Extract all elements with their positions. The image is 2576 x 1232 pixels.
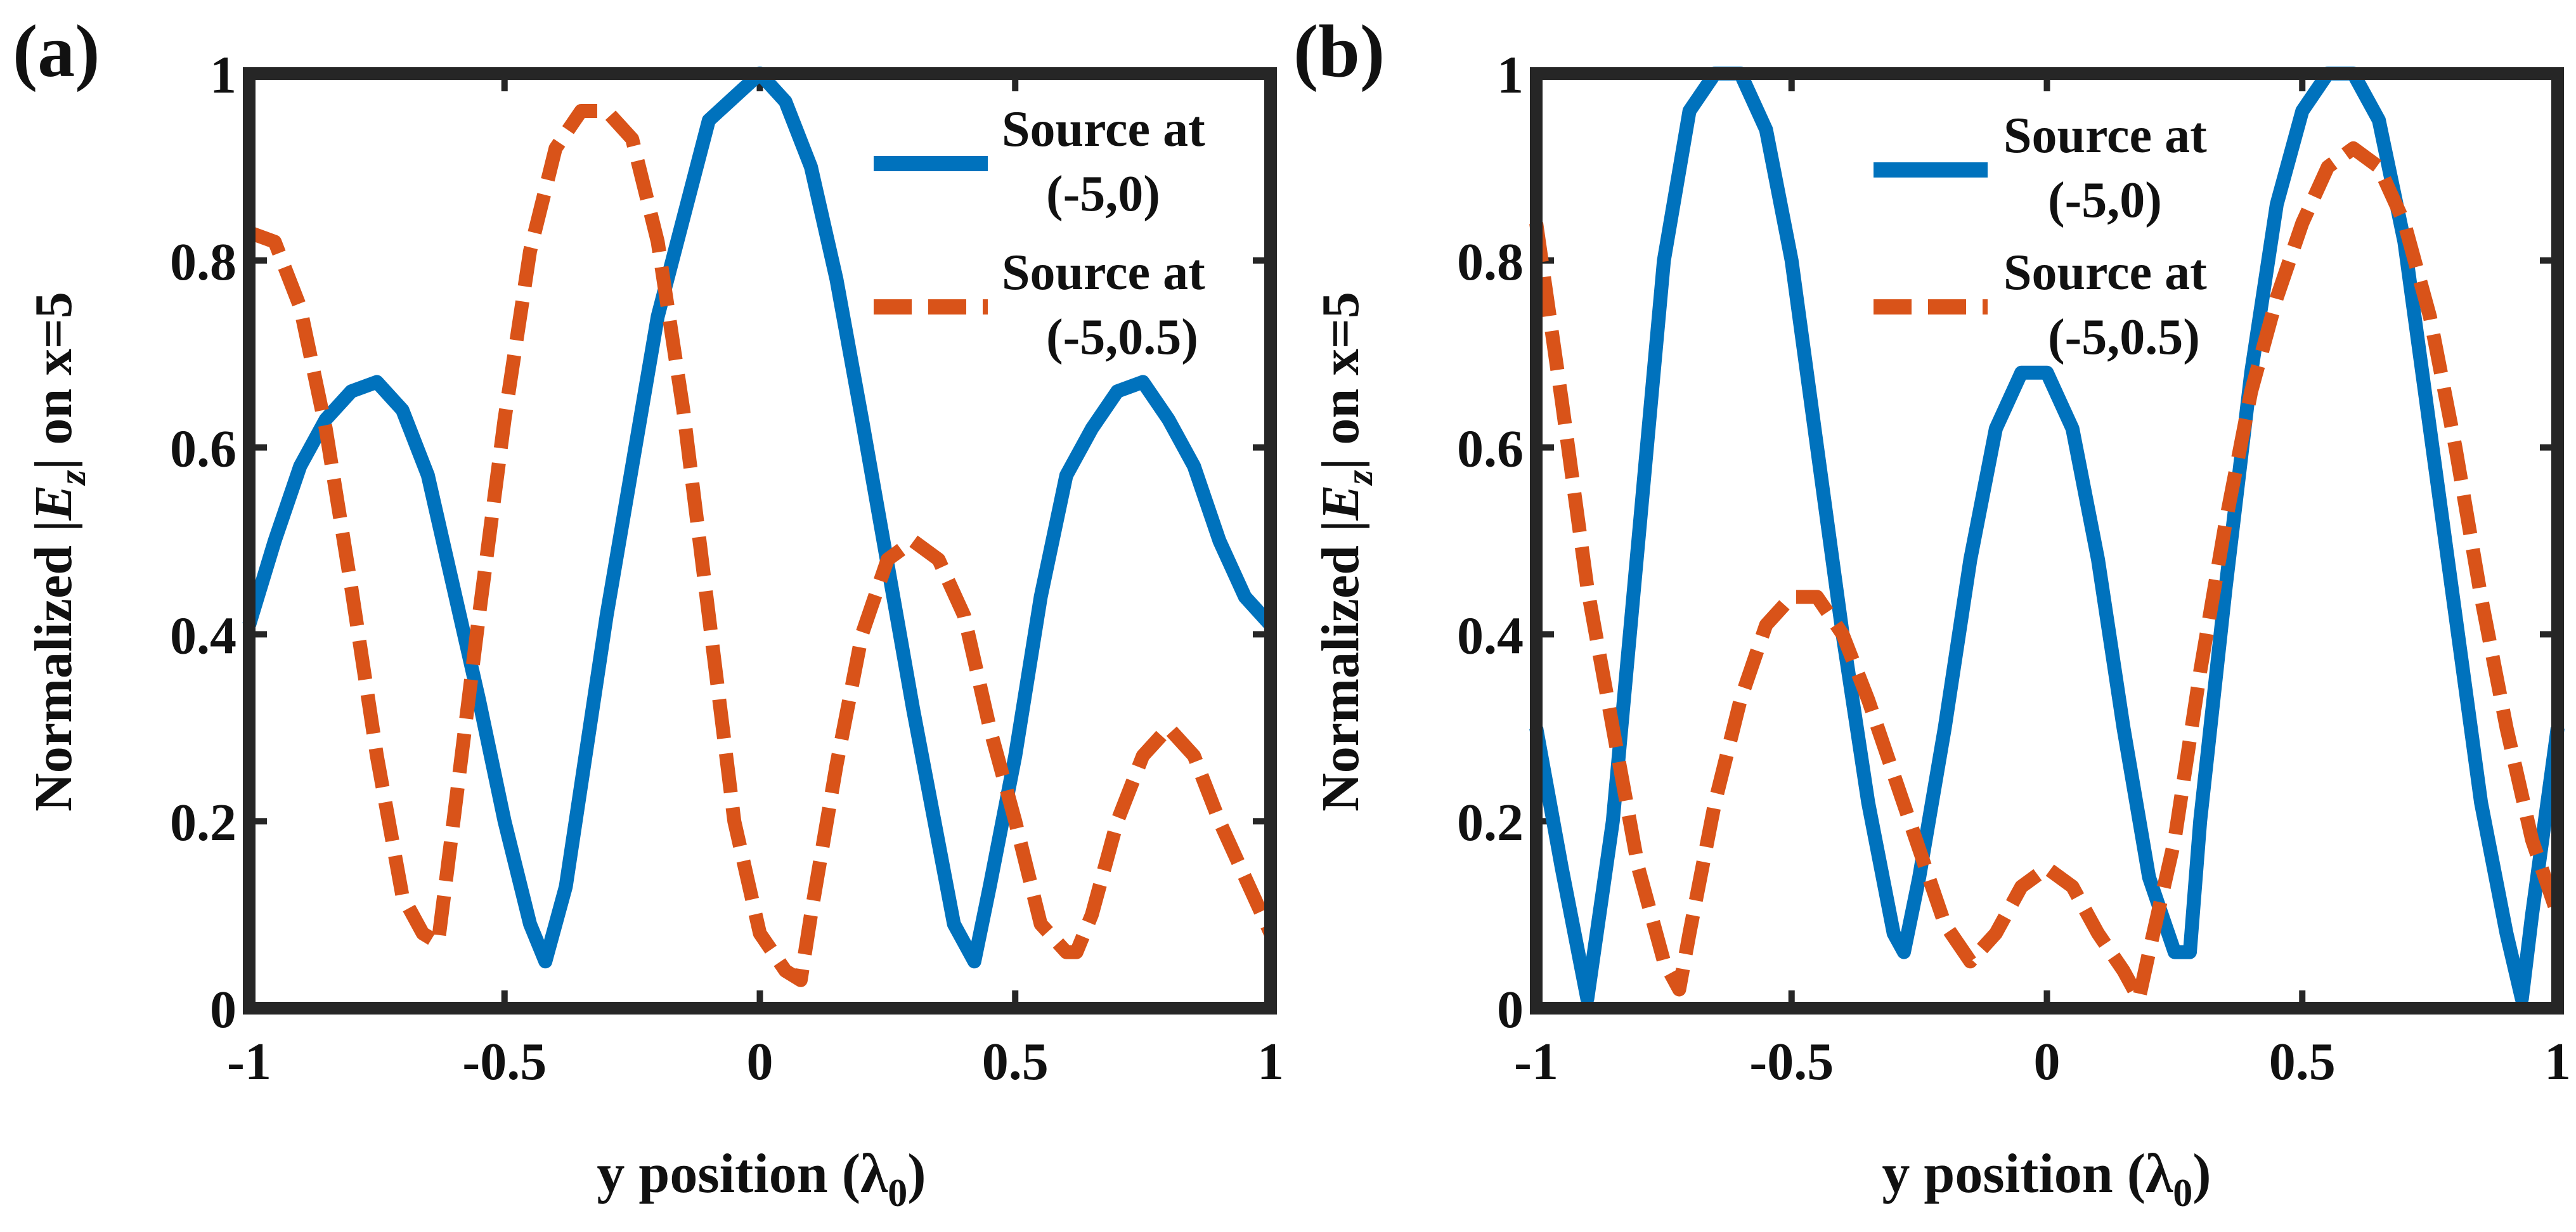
y-tick-label: 1 bbox=[1497, 46, 1524, 105]
x-tick-label: 0.5 bbox=[982, 1032, 1049, 1091]
y-tick-label: 0.6 bbox=[1457, 420, 1524, 479]
x-tick-label: 1 bbox=[1257, 1032, 1284, 1091]
legend-label-source-a-line1: Source at bbox=[1002, 101, 1205, 157]
panel-label: (a) bbox=[13, 10, 100, 93]
x-axis-label-close: ) bbox=[907, 1143, 926, 1205]
y-tick-labels: 0 0.2 0.4 0.6 0.8 1 bbox=[1457, 46, 1524, 1039]
y-tick-label: 0.2 bbox=[1457, 793, 1524, 852]
y-tick-labels: 0 0.2 0.4 0.6 0.8 1 bbox=[170, 46, 236, 1039]
x-axis-label-main: y position (λ bbox=[1882, 1143, 2173, 1205]
series-layer bbox=[242, 67, 1278, 987]
plot-frame bbox=[1530, 67, 2564, 1015]
series-line-source-b bbox=[1529, 141, 2565, 1006]
legend-label-source-a-line2: (-5,0) bbox=[1046, 166, 1160, 222]
plot-background bbox=[249, 74, 1271, 1008]
legend: Source at (-5,0) Source at (-5,0.5) bbox=[1874, 108, 2207, 365]
y-axis-label-post: | on x=5 bbox=[1311, 292, 1370, 470]
x-tick-label: -0.5 bbox=[1749, 1032, 1834, 1091]
x-axis-label: y position (λ0) bbox=[597, 1143, 926, 1215]
plot-area: Source at (-5,0) Source at (-5,0.5) bbox=[1529, 67, 2565, 1015]
plot-area: Source at (-5,0) Source at (-5,0.5) bbox=[242, 67, 1278, 1015]
y-axis-label-sub: z bbox=[1338, 470, 1380, 486]
y-tick-label: 0 bbox=[210, 980, 236, 1039]
legend-label-source-b-line1: Source at bbox=[2003, 245, 2207, 301]
y-tick-label: 0.8 bbox=[170, 233, 236, 292]
series-line-source-b bbox=[247, 104, 1278, 987]
panel-a: (a) Normalized |Ez| on x=5 y position (λ… bbox=[13, 10, 1284, 1215]
y-axis-label: Normalized |Ez| on x=5 bbox=[1311, 292, 1380, 812]
y-tick-label: 0 bbox=[1497, 980, 1524, 1039]
x-tick-label: 1 bbox=[2544, 1032, 2571, 1091]
x-axis-label-main: y position (λ bbox=[597, 1143, 888, 1205]
x-tick-label: -0.5 bbox=[462, 1032, 547, 1091]
panel-label: (b) bbox=[1293, 10, 1385, 93]
y-tick-label: 0.6 bbox=[170, 420, 236, 479]
y-tick-label: 0.4 bbox=[170, 606, 236, 665]
y-tick-label: 0.8 bbox=[1457, 233, 1524, 292]
plot-background bbox=[1536, 74, 2558, 1008]
y-axis-label-pre: Normalized | bbox=[1311, 521, 1370, 812]
y-axis-label: Normalized |Ez| on x=5 bbox=[24, 292, 93, 812]
y-axis-label-sub: z bbox=[51, 470, 93, 486]
y-tick-label: 0.2 bbox=[170, 793, 236, 852]
panel-b: (b) Normalized |Ez| on x=5 y position (λ… bbox=[1293, 10, 2571, 1215]
series-line-source-a bbox=[242, 67, 1276, 969]
legend-label-source-a-line1: Source at bbox=[2003, 108, 2207, 164]
x-axis-label-sub: 0 bbox=[2173, 1172, 2192, 1215]
y-tick-label: 1 bbox=[210, 46, 236, 105]
legend-label-source-a-line2: (-5,0) bbox=[2048, 172, 2162, 228]
x-tick-label: 0.5 bbox=[2269, 1032, 2336, 1091]
x-tick-label: -1 bbox=[227, 1032, 271, 1091]
plot-frame bbox=[243, 67, 1277, 1015]
legend-label-source-b-line1: Source at bbox=[1002, 245, 1205, 301]
x-tick-label: 0 bbox=[747, 1032, 773, 1091]
legend: Source at (-5,0) Source at (-5,0.5) bbox=[874, 101, 1205, 365]
y-tick-label: 0.4 bbox=[1457, 606, 1524, 665]
y-axis-label-post: | on x=5 bbox=[24, 292, 83, 470]
x-tick-labels: -1 -0.5 0 0.5 1 bbox=[227, 1032, 1284, 1091]
x-tick-label: 0 bbox=[2034, 1032, 2061, 1091]
y-axis-label-var: E bbox=[1311, 485, 1370, 521]
x-axis-label-sub: 0 bbox=[888, 1172, 907, 1215]
legend-label-source-b-line2: (-5,0.5) bbox=[1046, 309, 1198, 365]
x-axis-label: y position (λ0) bbox=[1882, 1143, 2211, 1215]
x-tick-label: -1 bbox=[1514, 1032, 1558, 1091]
x-tick-labels: -1 -0.5 0 0.5 1 bbox=[1514, 1032, 2571, 1091]
legend-label-source-b-line2: (-5,0.5) bbox=[2048, 309, 2200, 365]
y-axis-label-var: E bbox=[24, 485, 83, 521]
x-axis-label-close: ) bbox=[2192, 1143, 2211, 1205]
y-axis-label-pre: Normalized | bbox=[24, 521, 83, 812]
